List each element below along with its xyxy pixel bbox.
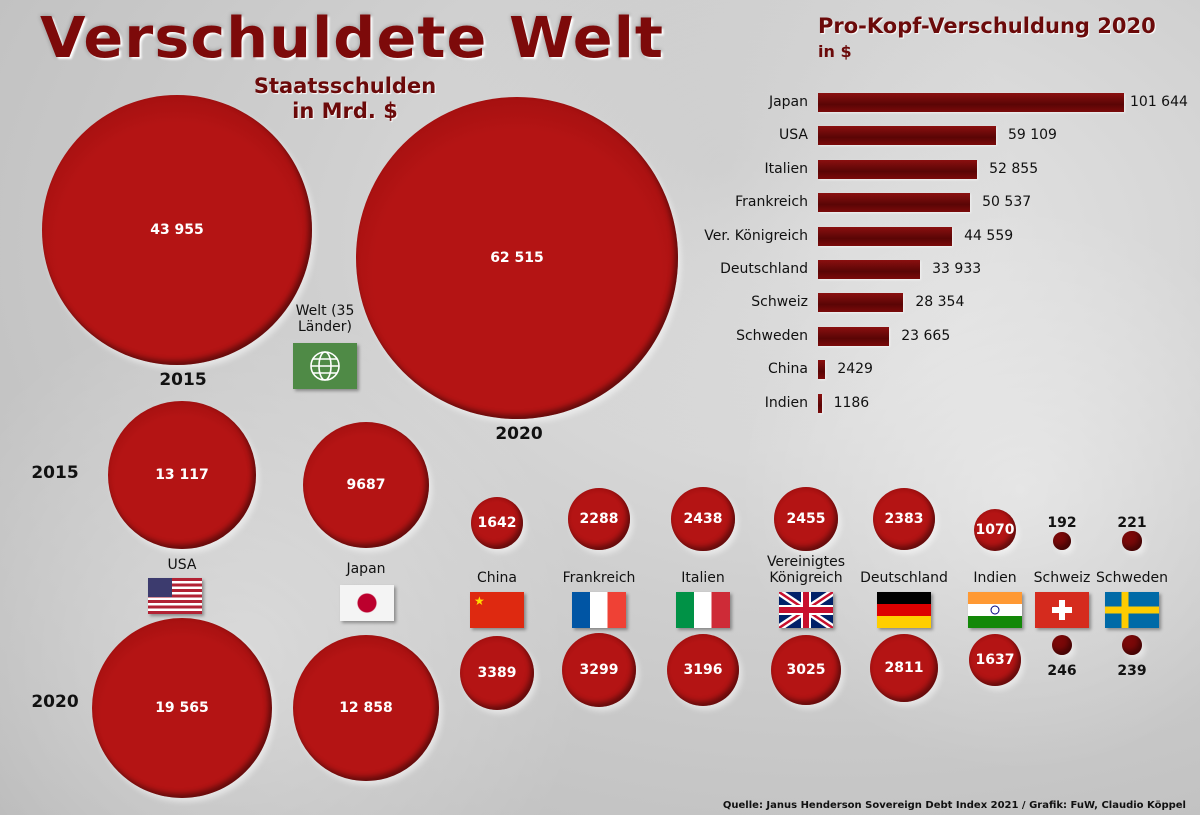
bar-value: 33 933: [932, 261, 982, 277]
bubble-deutschland-2020: 2811: [869, 633, 939, 703]
bubble-usa-2015: 13 117: [108, 401, 256, 549]
bar-chart-unit: in $: [818, 42, 852, 61]
bar-label: Frankreich: [735, 194, 808, 211]
year-label-2015: 2015: [31, 463, 79, 483]
bubble-schweden-2015: [1122, 531, 1142, 551]
flag-in-icon: [968, 592, 1022, 628]
flag-jp-icon: [340, 585, 394, 621]
bar-value: 50 537: [982, 194, 1032, 211]
bubble-frankreich-2015: 2288: [568, 488, 630, 550]
bar-value: 44 559: [964, 227, 1014, 244]
bubble-indien-2015: 1070: [973, 508, 1017, 552]
label-frankreich: Frankreich: [562, 570, 636, 586]
year-label-2020: 2020: [31, 692, 79, 712]
label-welt: Welt (35 Länder): [295, 303, 355, 335]
label-schweden: Schweden: [1096, 570, 1168, 586]
bubble-welt-2020: 62 515: [356, 97, 678, 419]
bar-chart-title: Pro-Kopf-Verschuldung 2020: [818, 14, 1156, 38]
bar: [818, 159, 978, 179]
bubble-japan-2015: 9687: [302, 421, 430, 549]
year-label-welt-2015: 2015: [159, 370, 207, 390]
subtitle-line-1: Staatsschulden: [253, 74, 437, 98]
flag-ch-icon: [1035, 592, 1089, 628]
bar-value: 59 109: [1007, 127, 1057, 144]
label-usa: USA: [167, 557, 197, 573]
bar-value: 101 644: [1130, 94, 1188, 110]
bar-label: Schweiz: [751, 294, 808, 311]
bar-label: Japan: [768, 94, 808, 110]
label-japan: Japan: [346, 561, 386, 577]
bar: [818, 293, 904, 313]
bar: [818, 326, 890, 346]
flag-it-icon: [676, 592, 730, 628]
bubble-italien-2015: 2438: [671, 487, 735, 551]
bubble-schweden-2020: [1122, 635, 1142, 655]
bar: [818, 226, 953, 246]
bar-value: 2429: [837, 361, 873, 378]
value-schweden-2015: 221: [1117, 515, 1147, 531]
flag-us-icon: [148, 578, 202, 614]
bubble-schweiz-2015: [1053, 532, 1071, 550]
bar: [818, 93, 1124, 112]
label-china: China: [477, 570, 517, 586]
bubble-japan-2020: 12 858: [292, 634, 439, 781]
flag-se-icon: [1105, 592, 1159, 628]
bar-label: Deutschland: [720, 261, 808, 277]
bubble-vereinigtes-königreich-2015: 2455: [774, 487, 838, 551]
flag-fr-icon: [572, 592, 626, 628]
flag-gb-icon: [777, 589, 835, 631]
bar: [818, 126, 996, 146]
bubble-china-2020: 3389: [459, 635, 535, 711]
subtitle-line-2: in Mrd. $: [292, 99, 398, 123]
bar-value: 1186: [833, 394, 870, 411]
flag-de-icon: [877, 592, 931, 628]
bar-label: Schweden: [736, 327, 808, 344]
bubble-chart-subtitle: Staatsschulden in Mrd. $: [245, 74, 445, 124]
label-indien: Indien: [973, 570, 1017, 586]
flag-cn-icon: ★: [470, 592, 524, 628]
bar-value: 52 855: [989, 160, 1039, 177]
bar: [818, 260, 921, 279]
bar: [818, 393, 822, 413]
bubble-italien-2020: 3196: [666, 633, 740, 707]
bar-label: Italien: [764, 160, 808, 177]
bubble-welt-2015: 43 955: [42, 95, 312, 365]
bar: [818, 360, 826, 380]
source-note: Quelle: Janus Henderson Sovereign Debt I…: [722, 800, 1186, 811]
label-deutschland: Deutschland: [860, 570, 948, 586]
bar-value: 28 354: [915, 294, 965, 311]
bubble-usa-2020: 19 565: [91, 617, 273, 799]
label-vereinigtes-königreich: Vereinigtes Königreich: [766, 554, 846, 586]
year-label-welt-2020: 2020: [495, 424, 543, 444]
bubble-schweiz-2020: [1051, 634, 1073, 656]
bubble-frankreich-2020: 3299: [562, 633, 636, 707]
bubble-vereinigtes-königreich-2020: 3025: [770, 634, 842, 706]
value-schweden-2020: 239: [1117, 663, 1147, 679]
bubble-deutschland-2015: 2383: [872, 487, 936, 551]
bar-label: China: [768, 361, 808, 378]
bar-label: Indien: [764, 394, 808, 411]
main-title: Verschuldete Welt: [40, 6, 665, 71]
label-schweiz: Schweiz: [1033, 570, 1091, 586]
bar-label: Ver. Königreich: [704, 227, 808, 244]
globe-icon: [293, 343, 357, 389]
value-schweiz-2020: 246: [1047, 663, 1077, 679]
bubble-indien-2020: 1637: [968, 633, 1022, 687]
label-italien: Italien: [681, 570, 725, 586]
bar-value: 23 665: [901, 327, 951, 344]
bar-label: USA: [779, 127, 808, 144]
bubble-china-2015: 1642: [470, 496, 524, 550]
bar: [818, 193, 971, 213]
value-schweiz-2015: 192: [1047, 515, 1077, 531]
